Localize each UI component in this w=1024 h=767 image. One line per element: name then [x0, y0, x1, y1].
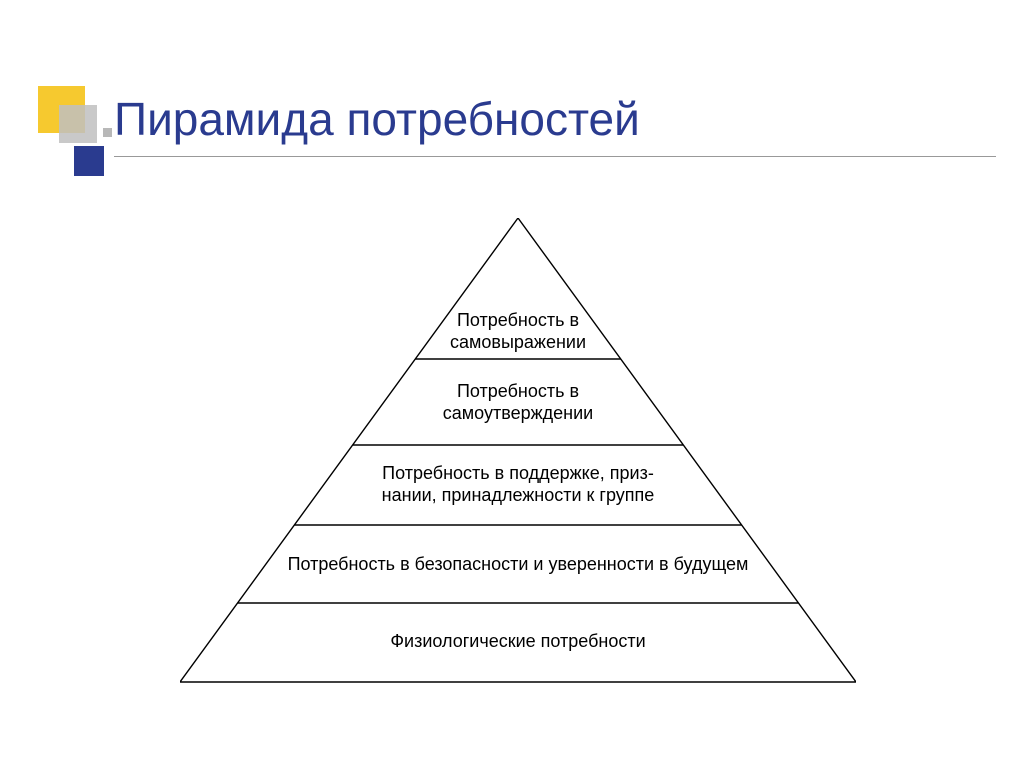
- pyramid-level-1: Потребность всамовыражении: [180, 310, 856, 354]
- accent-square-blue: [74, 146, 104, 176]
- pyramid-level-5: Физиологические потребности: [180, 631, 856, 653]
- slide: Пирамида потребностей Потребность всамов…: [0, 0, 1024, 767]
- title-underline: [114, 156, 996, 157]
- pyramid-diagram: Потребность всамовыражении Потребность вс…: [180, 218, 856, 718]
- pyramid-level-2: Потребность всамоутверждении: [180, 381, 856, 425]
- bullet-icon: [103, 128, 112, 137]
- slide-title: Пирамида потребностей: [114, 92, 640, 146]
- title-block: Пирамида потребностей: [0, 0, 1024, 200]
- pyramid-level-3: Потребность в поддержке, приз-нании, при…: [180, 463, 856, 507]
- pyramid-level-4: Потребность в безопасности и уверенности…: [180, 554, 856, 576]
- accent-square-gray: [59, 105, 97, 143]
